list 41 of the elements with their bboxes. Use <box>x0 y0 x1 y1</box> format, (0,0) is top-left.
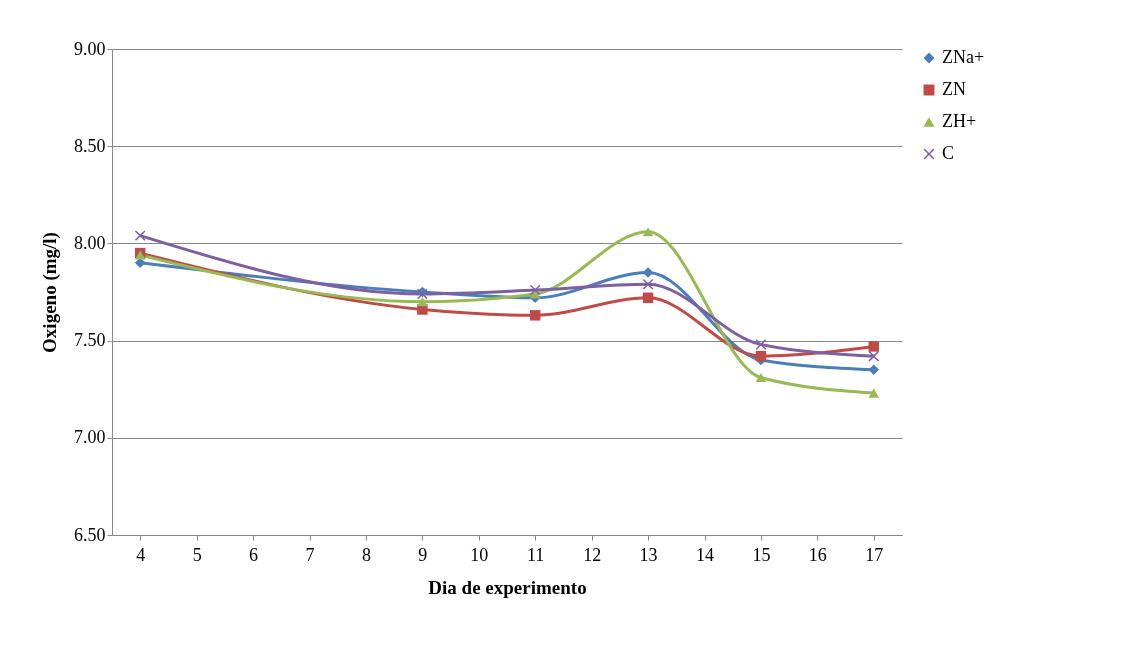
y-axis-title: Oxigeno (mg/l) <box>39 232 61 353</box>
legend-label: ZN <box>942 79 966 99</box>
point <box>642 267 654 278</box>
x-tick-label: 16 <box>808 544 827 565</box>
point <box>642 292 654 304</box>
x-tick-label: 4 <box>136 544 146 565</box>
point <box>755 350 767 362</box>
x-tick-label: 13 <box>639 544 658 565</box>
point <box>755 373 767 383</box>
x-tick-label: 8 <box>361 544 371 565</box>
point <box>642 278 654 290</box>
point <box>642 227 654 237</box>
point <box>417 297 428 307</box>
x-axis-title: Dia de experimento <box>428 576 587 598</box>
legend-label: ZH+ <box>942 111 977 131</box>
point <box>868 364 880 375</box>
x-tick-label: 14 <box>696 544 714 565</box>
legend-label: C <box>942 143 955 163</box>
x-tick-label: 6 <box>249 544 259 565</box>
x-tick-label: 11 <box>527 544 545 565</box>
x-tick-label: 5 <box>192 544 202 565</box>
point <box>529 310 541 321</box>
x-tick-label: 17 <box>865 544 884 565</box>
point <box>134 230 146 241</box>
x-tick-label: 12 <box>583 544 602 565</box>
x-tick-label: 9 <box>418 544 428 565</box>
y-tick-label: 8.00 <box>74 232 106 253</box>
y-tick-label: 7.00 <box>74 427 106 448</box>
point <box>529 284 541 296</box>
point <box>868 350 880 362</box>
y-tick-label: 7.50 <box>74 330 106 351</box>
legend-label: ZNa+ <box>942 47 985 67</box>
y-tick-label: 8.50 <box>74 135 106 156</box>
x-tick-label: 15 <box>752 544 771 565</box>
x-tick-label: 7 <box>305 544 315 565</box>
point <box>868 388 880 398</box>
x-tick-label: 10 <box>470 544 489 565</box>
y-tick-label: 9.00 <box>74 38 106 59</box>
point <box>868 341 880 352</box>
point <box>755 339 767 350</box>
y-tick-label: 6.50 <box>74 524 106 545</box>
